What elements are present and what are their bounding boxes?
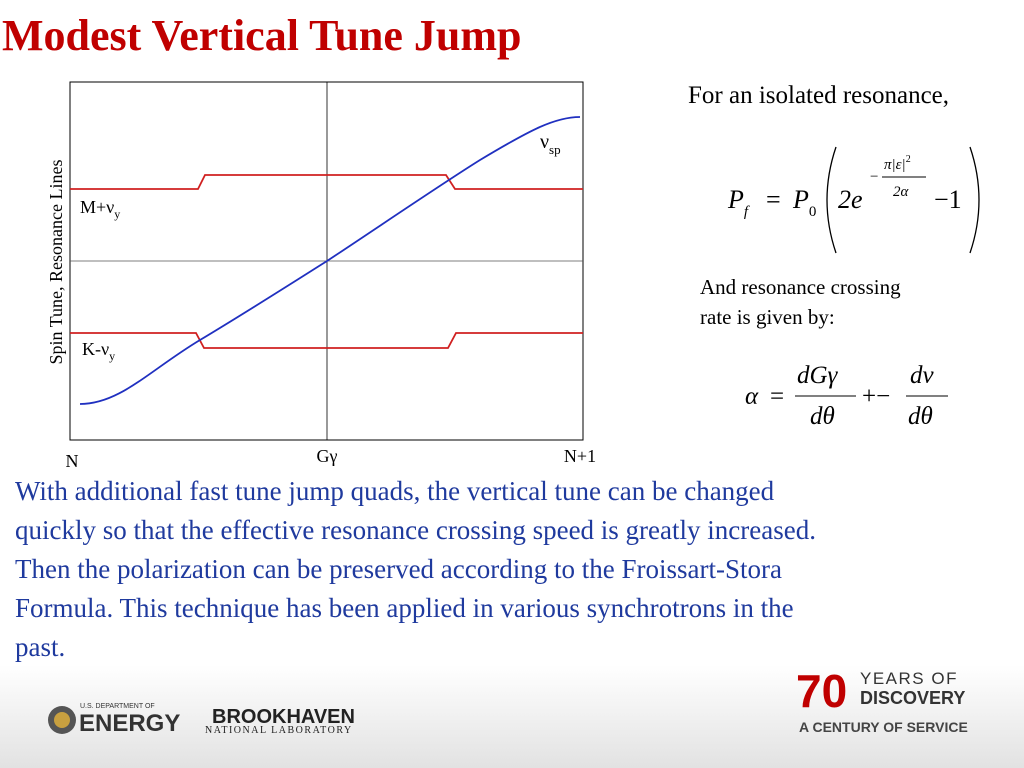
paren: [826, 146, 837, 254]
upper-resonance-line: [70, 174, 583, 190]
curve-label: K-νy: [82, 339, 115, 363]
footer: U.S. DEPARTMENT OF ENERGY BROOKHAVEN NAT…: [48, 665, 968, 737]
formula-term: dν: [910, 362, 935, 389]
formula-term: π|ε|2: [884, 154, 911, 173]
curve-label: M+νy: [80, 197, 120, 221]
curve-label: νsp: [540, 131, 561, 157]
body-line: Then the polarization can be preserved a…: [15, 554, 782, 584]
formula-term: −1: [934, 185, 962, 214]
body-line: quickly so that the effective resonance …: [15, 515, 816, 545]
x-label: N+1: [564, 446, 596, 466]
formula-term: =: [766, 185, 781, 214]
formula-term: dθ: [810, 403, 835, 430]
bnl-logo: BROOKHAVEN: [212, 706, 355, 728]
formula: α = dGγ dθ +− dν dθ: [745, 362, 948, 430]
footer-band: [0, 665, 1024, 768]
rate-intro: rate is given by:: [700, 305, 835, 329]
formula-term: dGγ: [797, 362, 839, 389]
formula-term: −: [870, 169, 878, 185]
bnl-sub: NATIONAL LABORATORY: [205, 725, 353, 736]
doe-seal-inner: [54, 712, 70, 728]
formula-term: Pf: [727, 185, 750, 220]
anniv-line: YEARS OF: [860, 669, 958, 688]
formula: Pf = P0 2e − π|ε|2 2α −1: [727, 146, 980, 254]
doe-top: U.S. DEPARTMENT OF: [80, 703, 155, 710]
body-text: With additional fast tune jump quads, th…: [15, 476, 816, 662]
formula-intro: For an isolated resonance,: [688, 82, 949, 109]
x-label: N: [66, 451, 79, 471]
body-line: past.: [15, 632, 65, 662]
formula-term: dθ: [908, 403, 933, 430]
figure: Spin Tune, Resonance Lines N Gγ N+1 νsp …: [46, 81, 596, 471]
anniv-number: 70: [796, 665, 847, 717]
formula-term: +−: [862, 383, 890, 410]
rate-intro: And resonance crossing: [700, 275, 901, 299]
anniv-line: A CENTURY OF SERVICE: [799, 719, 968, 735]
spin-tune-curve: [79, 116, 581, 405]
anniv-line: DISCOVERY: [860, 688, 965, 708]
slide-title: Modest Vertical Tune Jump: [2, 11, 522, 60]
formula-term: P0: [792, 185, 816, 220]
body-line: With additional fast tune jump quads, th…: [15, 476, 775, 506]
lower-resonance-line: [70, 332, 583, 349]
formula-term: 2α: [893, 184, 910, 200]
formula-term: =: [770, 383, 784, 410]
formula-term: α: [745, 383, 759, 410]
body-line: Formula. This technique has been applied…: [15, 593, 794, 623]
x-label: Gγ: [317, 446, 338, 466]
paren: [969, 146, 980, 254]
formula-term: 2e: [838, 185, 863, 214]
y-axis-label: Spin Tune, Resonance Lines: [46, 160, 66, 365]
doe-logo: ENERGY: [79, 710, 180, 737]
